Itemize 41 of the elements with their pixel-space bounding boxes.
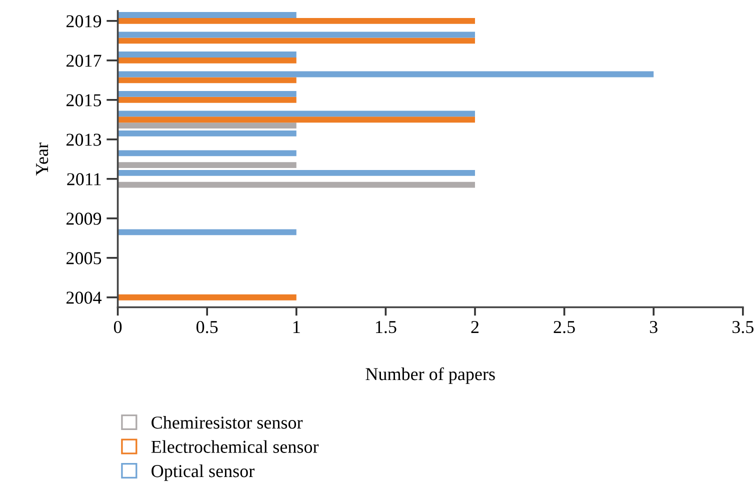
y-tick-label: 2011 [67, 173, 101, 186]
bar [118, 116, 476, 123]
y-tick-label: 2019 [66, 15, 102, 28]
legend-label: Optical sensor [152, 464, 254, 481]
x-tick-label: 2 [471, 320, 479, 333]
y-tick-label: 2017 [66, 54, 102, 67]
bar [118, 294, 296, 300]
x-axis-title: Number of papers [366, 367, 495, 384]
x-tick-label: 0 [114, 320, 122, 334]
x-tick-label: 3 [650, 320, 658, 334]
bar [118, 96, 296, 103]
y-tick-label: 2009 [66, 212, 102, 225]
y-axis-title: Year [36, 142, 48, 176]
x-tick-label: 1 [293, 321, 300, 333]
bar [118, 18, 476, 24]
y-tick-label: 2013 [66, 134, 102, 146]
bar [118, 122, 296, 129]
y-tick-label: 2004 [66, 292, 102, 304]
legend-label: Chemiresistor sensor [152, 416, 303, 429]
bar [118, 52, 296, 58]
bar [118, 71, 654, 78]
y-tick-label: 2015 [66, 94, 102, 106]
bar [118, 57, 296, 64]
bar [118, 32, 476, 38]
bar [118, 91, 296, 97]
bar [118, 229, 296, 236]
y-tick-label: 2005 [66, 252, 102, 264]
bar [118, 130, 296, 136]
x-tick-label: 0.5 [196, 320, 218, 334]
bar [118, 110, 476, 117]
x-tick-label: 2.5 [554, 320, 575, 334]
bar [118, 150, 296, 156]
bar [118, 77, 296, 84]
bar [118, 162, 296, 168]
bar [118, 182, 476, 188]
bar [118, 38, 476, 44]
bar [118, 12, 296, 18]
bar [118, 170, 476, 176]
legend-label: Electrochemical sensor [151, 440, 319, 453]
x-tick-label: 1.5 [376, 321, 396, 334]
x-tick-label: 3.5 [732, 320, 754, 334]
